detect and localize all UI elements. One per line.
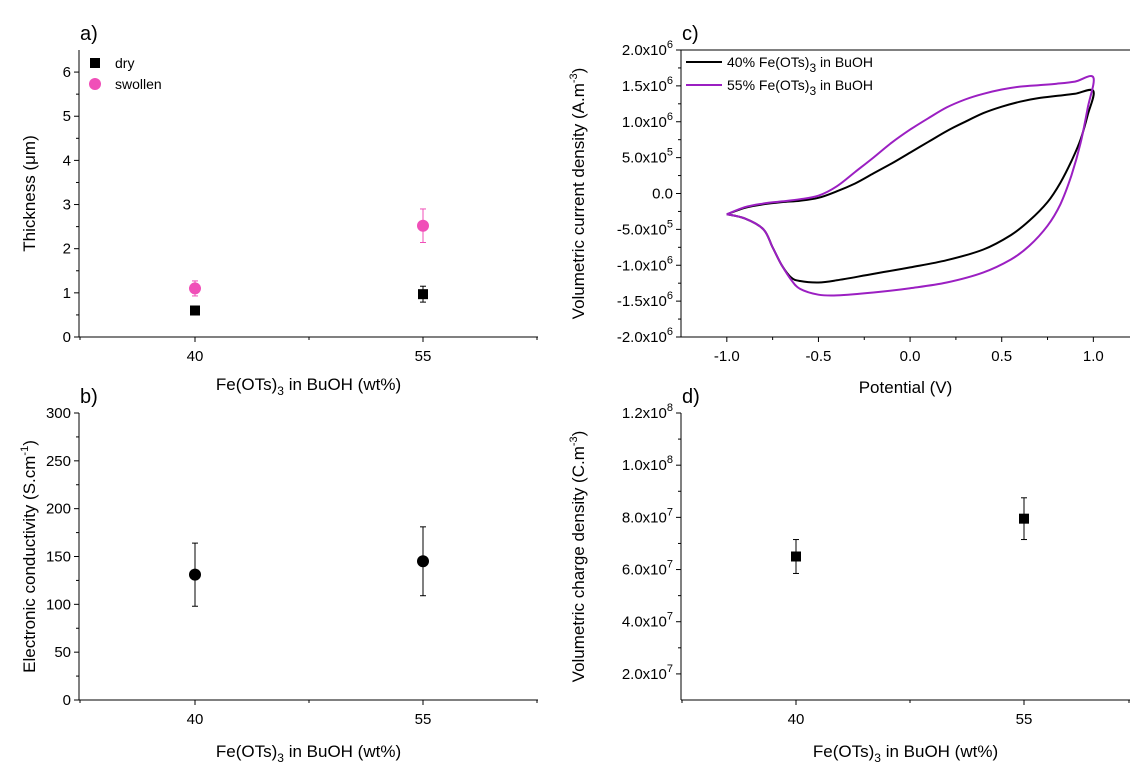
panel-label: a) [80,23,98,45]
y-tick-label: 6.0x107 [622,559,673,579]
y-tick-label: -2.0x106 [617,326,673,346]
x-tick-label: 40 [187,711,204,728]
legend-label-dry: dry [115,55,134,71]
data-point-circle [417,555,429,568]
y-tick-label: 1 [63,285,71,302]
y-tick-label: 1.5x106 [622,75,673,95]
y-tick-label: 4.0x107 [622,611,673,631]
legend-marker-swollen [89,78,101,90]
y-tick-label: 1.2x108 [622,402,673,422]
x-axis-title: Fe(OTs)3 in BuOH (wt%) [216,375,401,398]
y-axis-title: Thickness (μm) [20,135,39,252]
y-tick-label: 6 [63,64,71,81]
y-tick-label: 5 [63,108,71,125]
panel-label: d) [682,386,700,408]
legend-label: 40% Fe(OTs)3 in BuOH [727,54,873,75]
legend-label: 55% Fe(OTs)3 in BuOH [727,77,873,98]
x-tick-label: 0.5 [991,348,1012,365]
x-tick-label: 40 [187,348,204,365]
x-tick-label: 55 [415,348,432,365]
data-point-circle [417,219,429,232]
y-tick-label: 2 [63,241,71,258]
data-point-square [1019,513,1029,524]
x-tick-label: 40 [788,711,805,728]
y-tick-label: 250 [46,453,71,470]
data-point-circle [189,568,201,581]
y-tick-label: -1.0x106 [617,254,673,274]
data-point-square [418,289,428,300]
x-tick-label: -0.5 [806,348,832,365]
y-tick-label: 2.0x107 [622,663,673,683]
y-tick-label: -1.5x106 [617,290,673,310]
panel-label: c) [682,23,699,45]
x-axis-title: Fe(OTs)3 in BuOH (wt%) [216,742,401,763]
y-tick-label: -5.0x105 [617,218,673,238]
y-tick-label: 8.0x107 [622,506,673,526]
y-tick-label: 0 [63,692,71,709]
y-axis-title: Volumetric charge density (C.m-3) [568,431,588,683]
legend-label-swollen: swollen [115,76,162,92]
panel-label: b) [80,386,98,408]
x-axis-title: Potential (V) [859,378,953,397]
y-tick-label: 2.0x106 [622,39,673,59]
x-tick-label: 1.0 [1083,348,1104,365]
y-axis-title: Volumetric current density (A.m-3) [568,68,588,320]
panel-c: -2.0x106 -1.5x106 -1.0x106 -5.0x105 0.0 5.0x1… [568,23,1130,397]
y-tick-label: 300 [46,405,71,422]
y-tick-label: 50 [54,644,71,661]
legend-marker-dry [90,58,100,68]
panel-d: 2.0x107 4.0x107 6.0x107 8.0x107 1.0x108 1.2x1… [568,386,1130,763]
x-tick-label: 0.0 [900,348,921,365]
cv-curve-40pct [726,88,1095,284]
x-tick-label: -1.0 [714,348,740,365]
y-tick-label: 150 [46,549,71,566]
y-tick-label: 0.0 [652,186,673,203]
y-tick-label: 5.0x105 [622,147,673,167]
y-tick-label: 0 [63,329,71,346]
x-tick-label: 55 [415,711,432,728]
data-point-square [190,305,200,316]
panel-b: 0 50 100 150 200 250 300 40 55 b) Fe(OTs)3 in BuOH… [19,386,538,763]
panel-a: 0 1 2 3 4 5 6 40 55 a) Fe(OTs)3 in BuOH (wt%) Thick… [20,23,538,398]
data-point-square [791,551,801,562]
y-tick-label: 200 [46,501,71,518]
data-point-circle [189,282,201,295]
y-tick-label: 100 [46,596,71,613]
y-axis-title: Electronic conductivity (S.cm-1) [19,440,39,673]
y-tick-label: 3 [63,197,71,214]
x-tick-label: 55 [1016,711,1033,728]
y-tick-label: 4 [63,152,71,169]
y-tick-label: 1.0x106 [622,111,673,131]
y-tick-label: 1.0x108 [622,454,673,474]
cv-curve-55pct [726,75,1095,297]
x-axis-title: Fe(OTs)3 in BuOH (wt%) [813,742,998,763]
